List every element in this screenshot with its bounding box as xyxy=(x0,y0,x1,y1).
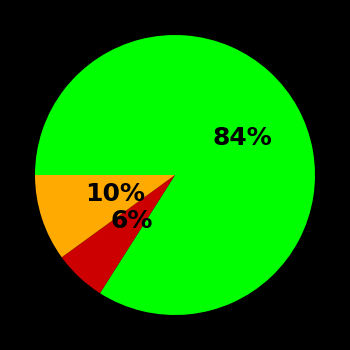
Text: 6%: 6% xyxy=(111,209,153,233)
Text: 10%: 10% xyxy=(85,182,145,206)
Text: 84%: 84% xyxy=(212,126,272,150)
Wedge shape xyxy=(35,175,175,257)
Wedge shape xyxy=(35,35,315,315)
Wedge shape xyxy=(62,175,175,293)
